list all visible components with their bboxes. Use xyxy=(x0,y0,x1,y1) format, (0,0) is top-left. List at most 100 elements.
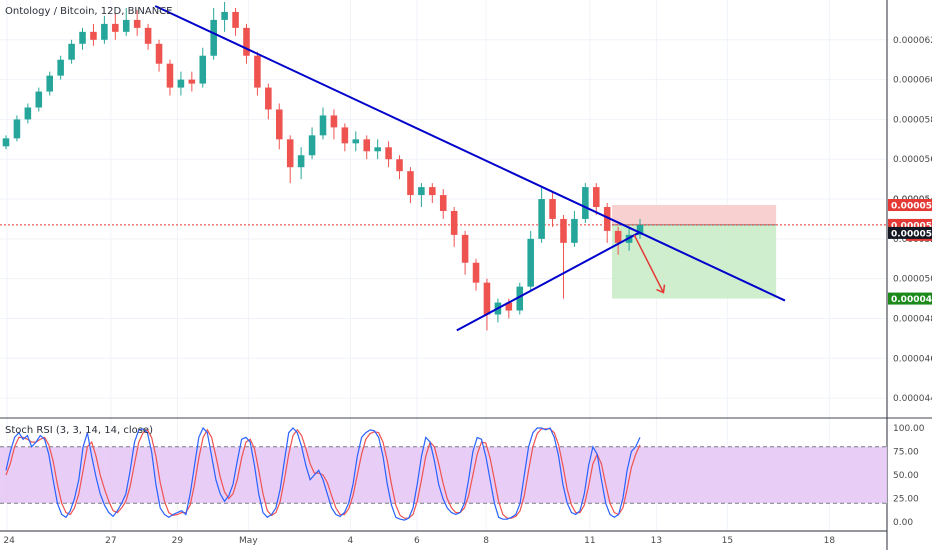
price-tick-label: 0.0000560 xyxy=(893,155,932,165)
candle-body xyxy=(560,218,567,243)
time-tick-label: 29 xyxy=(172,536,184,546)
price-tag-label: 0.0000526 xyxy=(891,229,932,239)
candle-body xyxy=(538,199,545,239)
candle-body xyxy=(13,119,21,139)
candle-body xyxy=(516,286,524,311)
forecast-arrow-shaft xyxy=(633,234,665,293)
time-tick-label: 13 xyxy=(651,536,662,546)
candle-body xyxy=(407,171,414,196)
candle-body xyxy=(46,75,54,92)
candle-body xyxy=(483,282,491,315)
take-profit-zone xyxy=(612,224,777,299)
rsi-tick-label: 25.00 xyxy=(893,495,919,505)
candle-body xyxy=(35,91,43,108)
candle-body xyxy=(308,135,316,156)
candle-body xyxy=(112,23,119,32)
candle-body xyxy=(582,187,589,219)
candle-body xyxy=(188,79,196,84)
candle-body xyxy=(527,238,534,287)
price-tag-box xyxy=(888,292,932,305)
candle-body xyxy=(144,27,152,44)
time-tick-label: 8 xyxy=(483,536,489,546)
price-tick-label: 0.0000440 xyxy=(893,394,932,404)
candle-body xyxy=(90,31,97,40)
candle-body xyxy=(68,43,75,60)
stop-loss-zone xyxy=(612,205,777,225)
candle-body xyxy=(232,11,239,28)
candle-body xyxy=(374,147,381,152)
candle-body xyxy=(122,19,130,32)
candle-body xyxy=(133,19,141,28)
time-tick-label: 24 xyxy=(3,536,15,546)
candle-body xyxy=(199,55,207,84)
candle-body xyxy=(177,79,185,88)
time-tick-label: 4 xyxy=(347,536,353,546)
candle-body xyxy=(286,139,294,168)
candle-body xyxy=(549,199,556,219)
candle-body xyxy=(396,159,403,172)
price-tick-label: 0.0000600 xyxy=(893,76,932,86)
rsi-tick-label: 50.00 xyxy=(893,471,919,481)
candle-body xyxy=(155,43,163,64)
forecast-arrow xyxy=(633,234,666,294)
time-tick-label: 18 xyxy=(824,536,836,546)
candle-body xyxy=(210,19,217,56)
price-tick-label: 0.0000460 xyxy=(893,354,932,364)
candle-body xyxy=(275,109,283,140)
candle-body xyxy=(614,230,622,243)
price-tag-label: 0.0000527 xyxy=(891,221,932,231)
price-tag-label: 0.0000537 xyxy=(891,202,932,212)
chart-title: Ontology / Bitcoin, 12D, BINANCE xyxy=(5,6,172,17)
candle-body xyxy=(571,218,578,243)
time-tick-label: 15 xyxy=(722,536,733,546)
price-tag-label: 0.0000490 xyxy=(891,295,932,305)
time-tick-label: 6 xyxy=(414,536,420,546)
price-tags: 0.00005400.00005370.00005270.00023:570.0… xyxy=(888,195,932,305)
candle-body xyxy=(330,115,338,128)
candle-body xyxy=(101,23,108,40)
candle-body xyxy=(636,224,644,235)
rsi-tick-label: 100.00 xyxy=(893,424,925,434)
price-tick-label: 0.0000580 xyxy=(893,115,932,125)
price-tick-label: 0.0000620 xyxy=(893,36,932,46)
candle-body xyxy=(57,59,64,76)
trendlines-group xyxy=(154,5,786,332)
candle-body xyxy=(166,63,174,88)
time-tick-label: 27 xyxy=(105,536,116,546)
candle-body xyxy=(450,210,458,235)
time-tick-label: 11 xyxy=(584,536,595,546)
candle-body xyxy=(429,187,436,196)
candle-body xyxy=(461,234,469,263)
candles-group xyxy=(2,1,644,331)
candle-body xyxy=(418,187,425,196)
candle-body xyxy=(341,127,349,144)
stoch-rsi-d-line xyxy=(5,428,641,519)
stoch-rsi-title: Stoch RSI (3, 3, 14, 14, close) xyxy=(5,425,153,436)
candle-body xyxy=(2,138,10,147)
candle-body xyxy=(319,115,327,136)
candle-body xyxy=(79,31,86,44)
candle-body xyxy=(297,155,305,168)
rsi-tick-label: 0.00 xyxy=(893,518,913,528)
forecast-arrow-head xyxy=(656,284,666,294)
candle-body xyxy=(254,55,261,88)
price-tick-label: 0.0000500 xyxy=(893,275,932,285)
time-axis-ticks: 24 27 29 May 4 6 8 11 13 15 18 xyxy=(3,536,835,546)
candle-body xyxy=(221,11,228,20)
candle-body xyxy=(24,107,32,120)
candle-body xyxy=(472,262,480,283)
candle-body xyxy=(363,139,371,152)
price-tag-box xyxy=(888,199,932,212)
candle-body xyxy=(439,195,447,211)
candle-body xyxy=(243,27,250,56)
trendline-ascending-support[interactable] xyxy=(456,232,640,332)
trendline-descending-resistance[interactable] xyxy=(154,5,786,302)
candle-body xyxy=(505,302,513,311)
price-tag-box xyxy=(888,226,932,239)
candle-body xyxy=(592,187,600,208)
candle-body xyxy=(385,147,392,160)
candle-body xyxy=(603,207,611,231)
time-tick-label: May xyxy=(239,536,258,546)
